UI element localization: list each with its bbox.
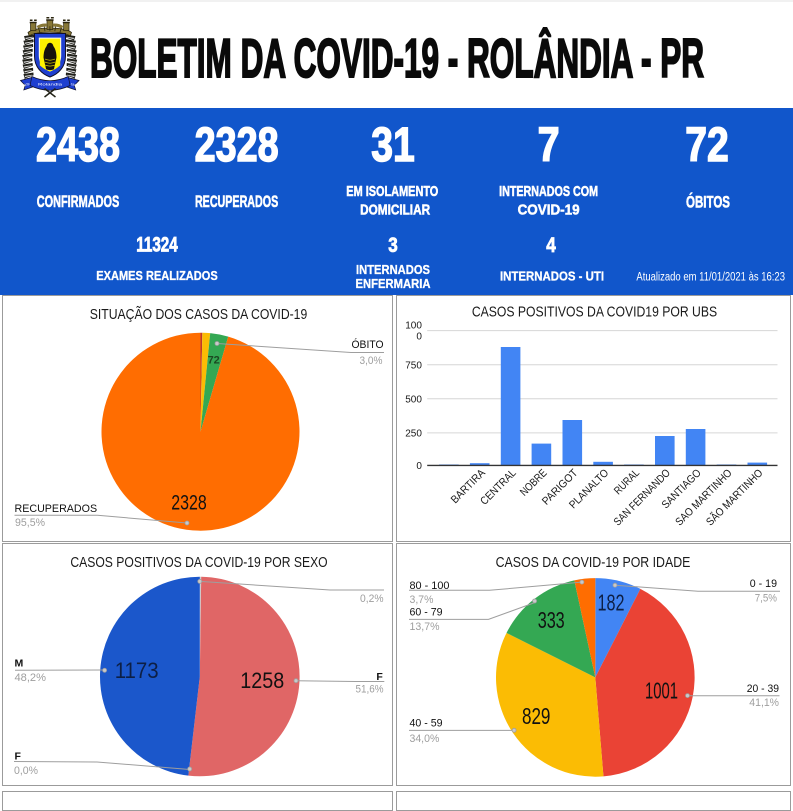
svg-text:Atualizado em 11/01/2021 às 16: Atualizado em 11/01/2021 às 16:23 — [636, 272, 785, 284]
svg-text:BOLETIM DA COVID-19 - ROLÂNDIA: BOLETIM DA COVID-19 - ROLÂNDIA - PR — [90, 27, 704, 89]
svg-text:34,0%: 34,0% — [410, 733, 440, 745]
svg-text:1258: 1258 — [240, 668, 284, 693]
svg-text:COVID-19: COVID-19 — [518, 201, 580, 218]
svg-text:182: 182 — [598, 590, 625, 616]
svg-text:RECUPERADOS: RECUPERADOS — [195, 192, 278, 211]
svg-text:INTERNADOS - UTI: INTERNADOS - UTI — [500, 270, 604, 284]
svg-text:7,5%: 7,5% — [755, 593, 777, 605]
svg-text:ÓBITO: ÓBITO — [352, 338, 384, 351]
svg-text:0 - 19: 0 - 19 — [750, 578, 777, 590]
svg-text:500: 500 — [405, 394, 422, 405]
svg-text:829: 829 — [522, 703, 551, 729]
svg-text:0,2%: 0,2% — [360, 593, 384, 605]
svg-text:F: F — [15, 751, 22, 763]
svg-text:3: 3 — [388, 234, 398, 257]
svg-text:95,5%: 95,5% — [15, 517, 45, 529]
svg-text:F: F — [376, 671, 383, 683]
svg-text:RECUPERADOS: RECUPERADOS — [15, 503, 98, 515]
svg-text:M: M — [15, 658, 24, 670]
svg-text:INTERNADOS: INTERNADOS — [356, 263, 430, 277]
svg-text:ENFERMARIA: ENFERMARIA — [356, 277, 431, 291]
svg-text:3,7%: 3,7% — [410, 594, 434, 606]
svg-text:51,6%: 51,6% — [356, 684, 384, 696]
svg-text:40 - 59: 40 - 59 — [410, 717, 443, 729]
svg-text:DOMICILIAR: DOMICILIAR — [360, 201, 430, 218]
svg-text:7: 7 — [538, 119, 560, 172]
svg-text:20 - 39: 20 - 39 — [747, 683, 779, 695]
svg-text:SITUAÇÃO DOS CASOS DA COVID-19: SITUAÇÃO DOS CASOS DA COVID-19 — [90, 306, 308, 323]
svg-text:0: 0 — [416, 461, 422, 472]
svg-text:CONFIRMADOS: CONFIRMADOS — [37, 192, 120, 211]
svg-text:60 - 79: 60 - 79 — [410, 606, 443, 618]
svg-text:0: 0 — [416, 331, 422, 342]
svg-text:CASOS DA COVID-19 POR IDADE: CASOS DA COVID-19 POR IDADE — [496, 554, 691, 571]
svg-text:3,0%: 3,0% — [360, 355, 383, 367]
svg-text:EM ISOLAMENTO: EM ISOLAMENTO — [346, 183, 438, 200]
svg-text:Rolandia: Rolandia — [38, 82, 63, 87]
svg-text:2438: 2438 — [36, 119, 120, 172]
svg-text:48,2%: 48,2% — [15, 672, 47, 684]
svg-text:100: 100 — [405, 320, 422, 331]
svg-text:1173: 1173 — [115, 658, 159, 683]
svg-text:750: 750 — [405, 360, 422, 371]
svg-text:ÓBITOS: ÓBITOS — [686, 192, 730, 211]
svg-text:2328: 2328 — [171, 492, 207, 515]
svg-text:CASOS POSITIVOS DA COVID19 POR: CASOS POSITIVOS DA COVID19 POR UBS — [472, 304, 717, 321]
svg-text:1001: 1001 — [645, 678, 678, 704]
svg-text:13,7%: 13,7% — [410, 621, 440, 633]
svg-text:EXAMES REALIZADOS: EXAMES REALIZADOS — [96, 269, 217, 283]
svg-text:31: 31 — [371, 119, 415, 172]
svg-text:CASOS POSITIVOS DA COVID-19 PO: CASOS POSITIVOS DA COVID-19 POR SEXO — [70, 554, 327, 571]
svg-text:72: 72 — [685, 119, 729, 172]
svg-text:2328: 2328 — [195, 119, 279, 172]
svg-text:INTERNADOS COM: INTERNADOS COM — [499, 183, 598, 200]
svg-text:72: 72 — [208, 355, 220, 367]
svg-text:333: 333 — [538, 607, 565, 633]
svg-text:1939: 1939 — [22, 82, 30, 88]
svg-text:0,0%: 0,0% — [14, 765, 38, 777]
svg-text:250: 250 — [405, 428, 422, 439]
svg-text:11324: 11324 — [136, 234, 178, 257]
svg-text:1944: 1944 — [70, 82, 78, 88]
svg-text:80 - 100: 80 - 100 — [410, 580, 450, 592]
svg-text:41,1%: 41,1% — [749, 697, 779, 709]
svg-text:4: 4 — [546, 234, 556, 257]
